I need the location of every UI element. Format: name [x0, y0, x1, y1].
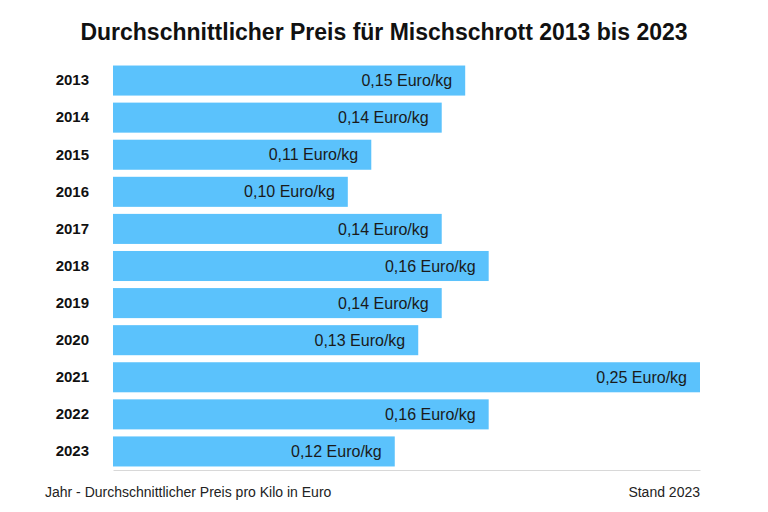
- y-tick-label: 2016: [56, 183, 89, 200]
- x-axis-line: [114, 470, 701, 471]
- y-tick-label: 2020: [56, 331, 89, 348]
- y-tick: 2014: [56, 108, 90, 125]
- y-tick: 2018: [56, 257, 89, 274]
- y-tick: 2020: [56, 331, 89, 348]
- title: Durchschnittlicher Preis für Mischschrot…: [80, 19, 687, 45]
- y-tick: 2016: [56, 183, 89, 200]
- y-tick-label: 2021: [56, 368, 89, 385]
- bar: [113, 103, 442, 133]
- bar: [113, 177, 348, 207]
- bar: [113, 399, 489, 429]
- data-label: 0,10 Euro/kg: [244, 183, 335, 200]
- bar: [113, 251, 489, 281]
- y-tick: 2017: [56, 220, 89, 237]
- x-axis: [114, 470, 701, 471]
- bar: [113, 214, 442, 244]
- y-tick-label: 2015: [56, 146, 89, 163]
- y-tick-label: 2013: [56, 71, 89, 88]
- y-tick: 2021: [56, 368, 89, 385]
- y-tick: 2022: [56, 405, 89, 422]
- bar: [113, 288, 442, 318]
- data-label: 0,16 Euro/kg: [385, 406, 476, 423]
- y-tick-label: 2023: [56, 442, 89, 459]
- source-note: Stand 2023: [628, 484, 700, 500]
- bar: [113, 325, 418, 355]
- data-label: 0,14 Euro/kg: [338, 295, 429, 312]
- y-tick: 2019: [56, 294, 89, 311]
- bar: [113, 362, 700, 392]
- chart: Durchschnittlicher Preis für Mischschrot…: [0, 0, 768, 512]
- bars: [113, 66, 700, 467]
- data-label: 0,13 Euro/kg: [315, 332, 406, 349]
- data-label: 0,12 Euro/kg: [291, 443, 382, 460]
- data-label: 0,14 Euro/kg: [338, 109, 429, 126]
- data-label: 0,14 Euro/kg: [338, 221, 429, 238]
- data-label: 0,15 Euro/kg: [361, 72, 452, 89]
- data-label: 0,25 Euro/kg: [596, 369, 687, 386]
- data-label: 0,11 Euro/kg: [269, 146, 359, 163]
- caption: Jahr - Durchschnittlicher Preis pro Kilo…: [45, 484, 332, 500]
- y-tick: 2015: [56, 146, 89, 163]
- data-label: 0,16 Euro/kg: [385, 258, 476, 275]
- y-tick-label: 2017: [56, 220, 89, 237]
- y-tick: 2013: [56, 71, 89, 88]
- y-tick-label: 2018: [56, 257, 89, 274]
- y-tick-label: 2014: [56, 108, 90, 125]
- data-labels: 0,15 Euro/kg 0,14 Euro/kg 0,11 Euro/kg 0,10…: [244, 72, 687, 460]
- bar: [113, 140, 371, 170]
- bar: [113, 66, 465, 96]
- bar: [113, 436, 395, 466]
- y-tick-label: 2022: [56, 405, 89, 422]
- y-tick: 2023: [56, 442, 89, 459]
- y-axis: 2013 2014 2015 2016 2017 2018 2019 2020 2021 2022…: [56, 71, 90, 459]
- y-tick-label: 2019: [56, 294, 89, 311]
